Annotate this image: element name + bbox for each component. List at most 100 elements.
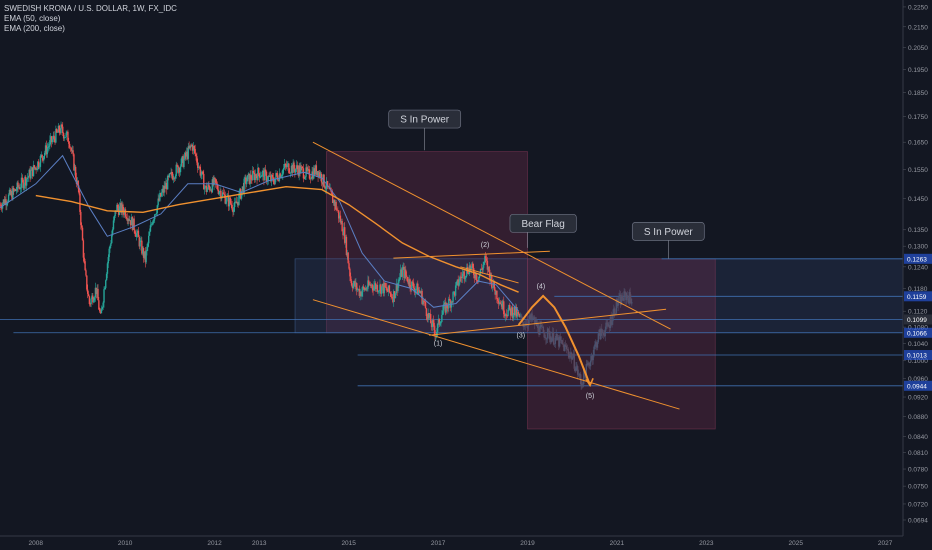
candle-body [452, 292, 454, 303]
candle-body [383, 282, 385, 294]
candle [3, 195, 5, 206]
candle [601, 329, 604, 338]
candle-body [133, 218, 135, 231]
candle-body [381, 283, 384, 287]
candle-body [230, 203, 232, 205]
candle [42, 157, 44, 162]
candle-body [503, 301, 505, 315]
candle-body [3, 199, 5, 205]
candle-body [183, 158, 185, 168]
symbol-title[interactable]: SWEDISH KRONA / U.S. DOLLAR, 1W, FX_IDC [4, 4, 177, 13]
candle-body [203, 173, 205, 190]
candle-body [505, 314, 508, 316]
price-axis[interactable]: 0.2250 0.2150 0.2050 0.1950 0.1850 0.1750 0.16… [902, 0, 932, 550]
candle-body [39, 155, 42, 167]
candle [80, 209, 82, 230]
candle-body [480, 268, 483, 270]
candle [130, 213, 133, 226]
candle-body [200, 174, 202, 176]
candle [429, 309, 432, 324]
candle-body [598, 329, 600, 334]
candle [338, 210, 340, 223]
candle-body [324, 186, 326, 189]
indicator-ema200-label[interactable]: EMA (200, close) [4, 24, 65, 33]
candle [118, 202, 121, 216]
candle-body [58, 125, 61, 133]
candle-body [432, 320, 434, 323]
candle-body [48, 146, 50, 148]
candle [444, 297, 447, 316]
candle-body [293, 162, 295, 169]
price-tick-label: 0.0720 [908, 501, 928, 508]
candle [191, 143, 193, 148]
candle-body [15, 190, 18, 192]
candle [562, 338, 564, 348]
candle-body [105, 273, 108, 281]
candle-body [506, 315, 508, 317]
candle-body [315, 165, 318, 175]
candle-body [370, 284, 373, 286]
price-tick-label: 0.1180 [908, 286, 928, 293]
candle-body [84, 261, 86, 271]
candle-body [341, 220, 343, 232]
candle-body [222, 192, 225, 194]
candle-body [436, 323, 439, 333]
candle-body [407, 281, 410, 285]
candle [182, 154, 184, 168]
candle-body [300, 166, 302, 174]
candle-body [187, 146, 189, 159]
candle-body [380, 284, 382, 294]
candle [199, 164, 202, 178]
candle [546, 327, 549, 343]
candle-body [504, 314, 507, 317]
candle-body [326, 181, 329, 187]
candle-body [546, 338, 548, 340]
candle-body [90, 298, 92, 305]
candle-body [198, 166, 201, 168]
candle-body [71, 150, 73, 151]
candle-body [127, 219, 129, 221]
candle-body [189, 145, 191, 149]
candle-body [570, 352, 572, 355]
candle [553, 343, 556, 348]
time-axis[interactable]: 2008 2010 2012 2013 2015 2017 2019 2021 2023 2025… [0, 535, 932, 550]
candle-body [301, 166, 304, 169]
candle [374, 281, 377, 292]
candle [534, 315, 536, 330]
candle-body [367, 280, 369, 289]
time-tick-label: 2017 [431, 540, 446, 547]
candle [324, 185, 326, 190]
candle [148, 231, 150, 248]
time-tick-label: 2023 [699, 540, 714, 547]
candle [38, 162, 41, 170]
price-label-text: 0.1099 [907, 317, 927, 324]
candle [499, 300, 502, 305]
candle-body [137, 230, 140, 237]
candle [346, 249, 349, 260]
candle [378, 289, 380, 297]
candle [368, 281, 371, 286]
candle [381, 283, 384, 291]
candle [459, 275, 461, 285]
annotation-text: S In Power [400, 115, 450, 126]
candle [56, 130, 59, 133]
candle [316, 171, 318, 176]
candle [503, 310, 506, 319]
candle [369, 281, 372, 288]
candle [135, 231, 137, 238]
candle [80, 222, 83, 231]
candle [355, 277, 357, 292]
candle [110, 240, 112, 249]
indicator-ema50-label[interactable]: EMA (50, close) [4, 14, 61, 23]
candle-body [145, 251, 147, 263]
candle-body [515, 307, 518, 317]
candle [74, 164, 77, 180]
candle [447, 304, 449, 314]
candle-body [534, 320, 537, 325]
candle [418, 286, 421, 293]
candle [555, 329, 557, 341]
candle [307, 165, 310, 175]
candle [234, 197, 237, 204]
candle-body [361, 291, 363, 297]
